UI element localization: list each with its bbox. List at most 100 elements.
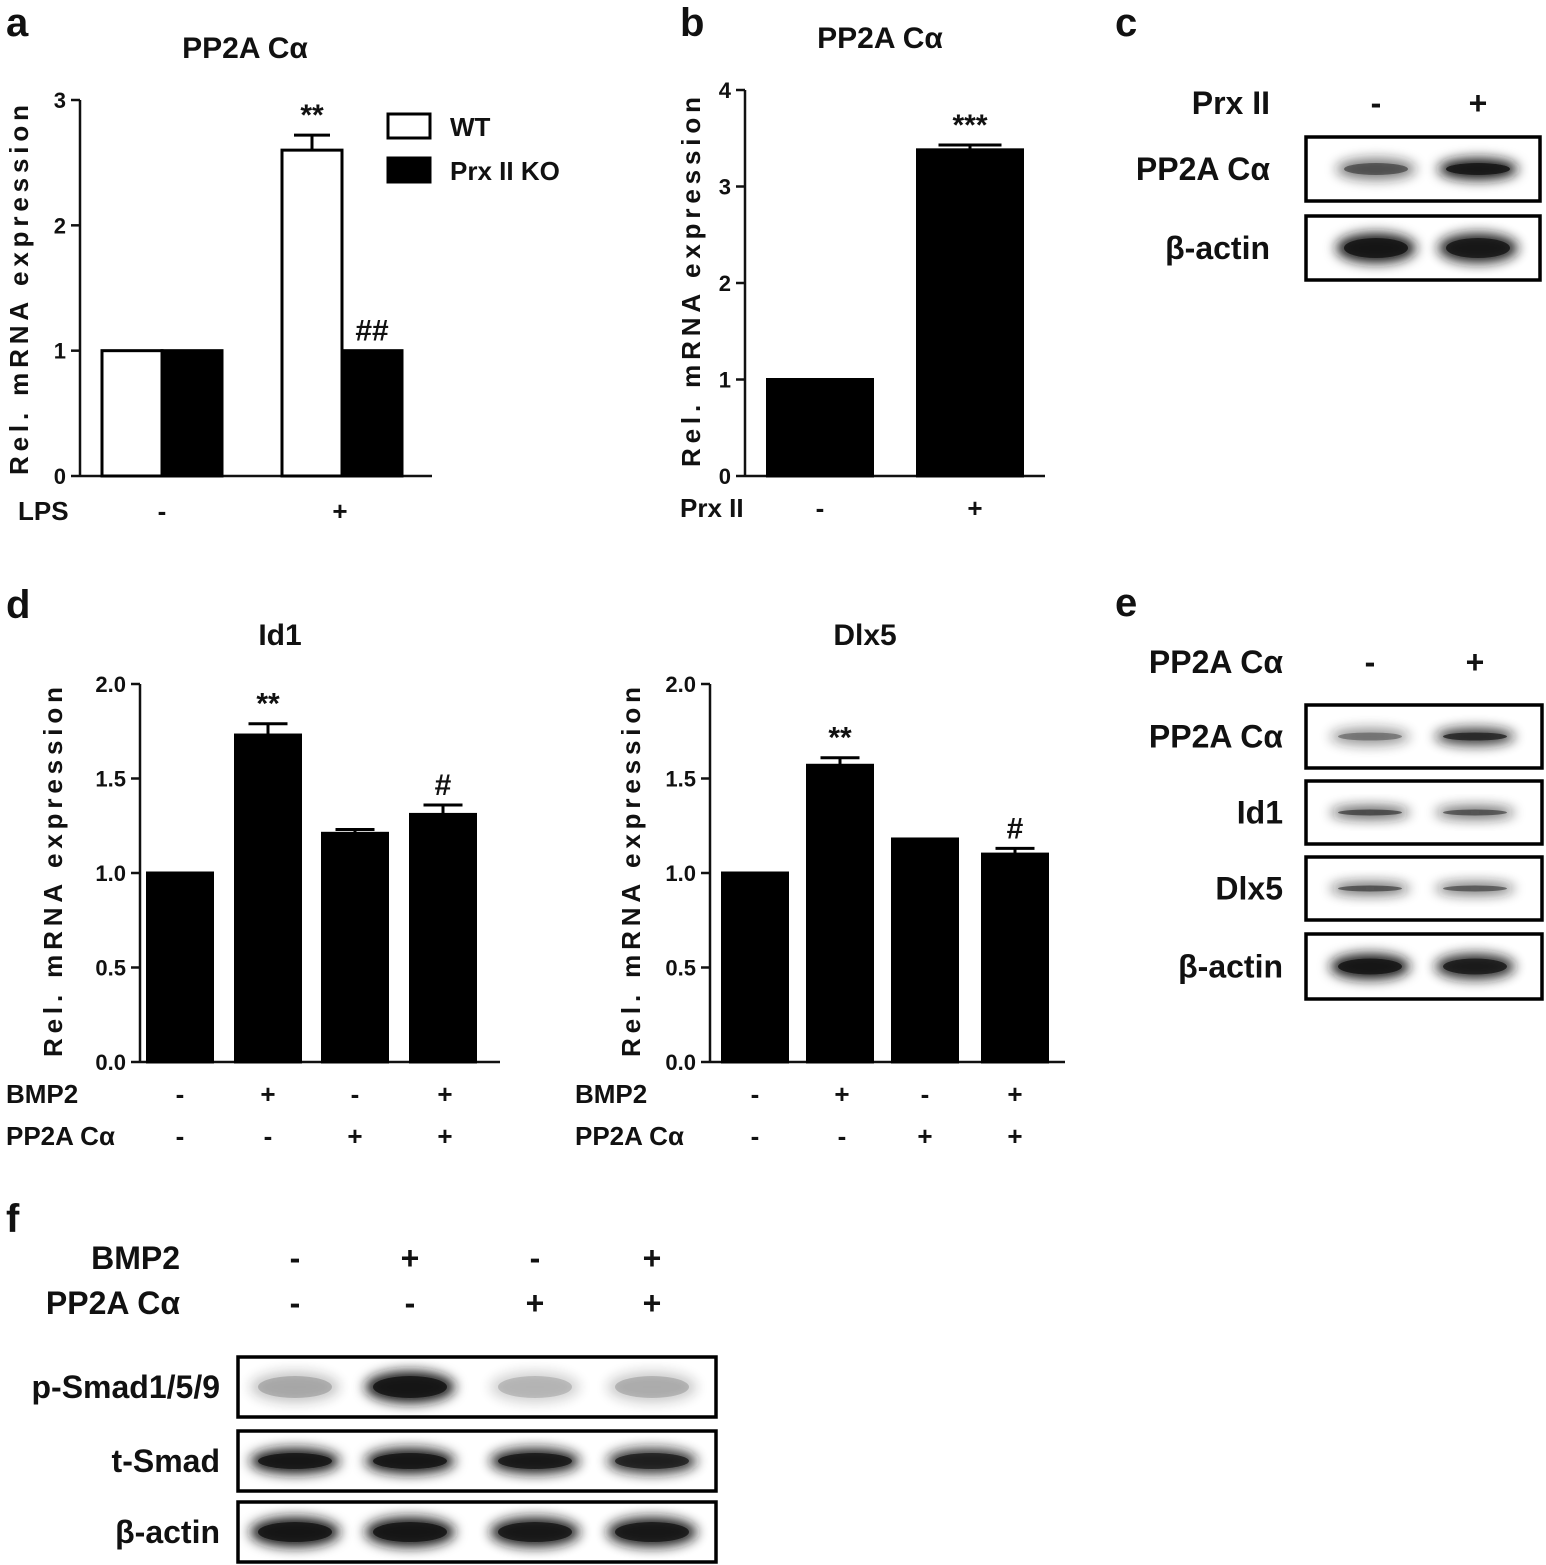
blot-condition-sign: +	[401, 1240, 420, 1276]
condition-sign: +	[332, 496, 347, 526]
condition-sign: -	[158, 496, 167, 526]
significance-label: ##	[355, 315, 389, 348]
blot-condition-sign: +	[526, 1285, 545, 1321]
condition-sign: -	[921, 1079, 930, 1109]
blot-band-core	[1446, 238, 1510, 258]
bar	[766, 378, 874, 478]
panel-letter-e: e	[1115, 581, 1137, 625]
blot-band-core	[373, 1522, 447, 1542]
blot-row-label: Id1	[1237, 795, 1283, 831]
y-tick-label: 4	[719, 78, 732, 103]
bar	[721, 871, 789, 1064]
bar	[916, 148, 1024, 478]
blot-panel-e: e PP2A Cα - + PP2A Cα Id1 Dlx5 β-actin	[1115, 581, 1544, 1001]
blot-condition-label: PP2A Cα	[46, 1285, 180, 1321]
blot-band-core	[1338, 809, 1402, 816]
condition-sign: +	[437, 1121, 452, 1151]
blot-band-core	[1443, 885, 1507, 892]
blot-row-label: β-actin	[115, 1514, 220, 1550]
chart-b-1: b PP2A Cα Rel. mRNA expression 0 1 2 3 4 *** Prx …	[676, 1, 1045, 523]
y-tick-label: 1.0	[665, 861, 696, 886]
y-tick-label: 1.5	[665, 767, 696, 792]
blot-band-core	[1338, 885, 1402, 892]
blot-condition-sign: -	[530, 1240, 541, 1276]
blot-band-core	[373, 1453, 447, 1469]
y-tick-label: 0.0	[95, 1050, 126, 1075]
chart-title: PP2A Cα	[817, 22, 943, 55]
blot-row-label: PP2A Cα	[1136, 151, 1270, 187]
blot-band-core	[1443, 809, 1507, 816]
y-tick-label: 2.0	[95, 672, 126, 697]
blot-row-label: t-Smad	[112, 1443, 220, 1479]
condition-label: Prx II	[680, 493, 744, 523]
blot-band	[1330, 727, 1410, 746]
blot-band-core	[1338, 958, 1402, 975]
significance-label: **	[256, 688, 280, 721]
blot-band-core	[373, 1376, 447, 1398]
blot-band	[607, 1371, 697, 1403]
blot-band-core	[615, 1453, 689, 1469]
blot-condition-sign: +	[643, 1285, 662, 1321]
condition-sign: +	[437, 1079, 452, 1109]
y-tick-label: 0	[719, 464, 731, 489]
blot-row-label: β-actin	[1165, 230, 1270, 266]
y-axis-label: Rel. mRNA expression	[4, 105, 34, 475]
blot-condition-sign: +	[1466, 644, 1485, 680]
y-axis-label: Rel. mRNA expression	[616, 687, 646, 1057]
y-tick-label: 2.0	[665, 672, 696, 697]
condition-sign: -	[176, 1121, 185, 1151]
y-tick-label: 0.5	[665, 956, 696, 981]
bar	[321, 831, 389, 1064]
blot-band-core	[498, 1522, 572, 1542]
condition-sign: -	[176, 1079, 185, 1109]
y-tick-label: 1.0	[95, 861, 126, 886]
chart-title: PP2A Cα	[182, 32, 308, 65]
bar	[806, 763, 874, 1064]
condition-sign: +	[917, 1121, 932, 1151]
chart-d-3: Dlx5 Rel. mRNA expression 0.0 0.5 1.0 1.5 2.0 *…	[575, 619, 1065, 1151]
bar-prx-ii-ko	[160, 349, 224, 478]
chart-a-0: a PP2A Cα Rel. mRNA expression 0 1 2 3 ** ## WT Pr…	[4, 1, 560, 526]
significance-label: **	[828, 722, 852, 755]
y-tick-label: 0	[54, 464, 66, 489]
bar-wt	[280, 148, 344, 478]
bar-prx-ii-ko	[340, 349, 404, 478]
condition-sign: -	[838, 1121, 847, 1151]
blots-layer: c Prx II - + PP2A Cα β-actin e PP2A Cα - + PP2A Cα…	[6, 1, 1544, 1564]
blot-panel-c: c Prx II - + PP2A Cα β-actin	[1115, 1, 1542, 282]
blot-condition-sign: -	[290, 1240, 301, 1276]
bar	[981, 852, 1049, 1064]
y-tick-label: 3	[54, 88, 66, 113]
blot-band-core	[258, 1376, 332, 1398]
condition-sign: -	[751, 1121, 760, 1151]
blot-band-core	[1446, 163, 1510, 175]
y-axis-label: Rel. mRNA expression	[676, 97, 706, 467]
panel-letter-c: c	[1115, 1, 1137, 45]
blot-condition-label: BMP2	[91, 1240, 180, 1276]
blot-row-label: Dlx5	[1215, 871, 1283, 907]
chart-title: Id1	[258, 619, 301, 652]
legend-swatch	[386, 156, 432, 184]
condition-sign: +	[260, 1079, 275, 1109]
condition-label: PP2A Cα	[575, 1121, 684, 1151]
y-tick-label: 0.5	[95, 956, 126, 981]
blot-band	[1336, 158, 1416, 180]
blot-condition-sign: -	[290, 1285, 301, 1321]
y-tick-label: 2	[54, 213, 66, 238]
panel-letter-d: d	[6, 583, 30, 627]
blot-row-label: PP2A Cα	[1149, 719, 1283, 755]
blot-row-label: β-actin	[1178, 949, 1283, 985]
condition-sign: +	[967, 493, 982, 523]
y-tick-label: 3	[719, 175, 731, 200]
chart-title: Dlx5	[833, 619, 896, 652]
blot-condition-sign: +	[643, 1240, 662, 1276]
panel-letter-a: a	[6, 1, 29, 45]
y-tick-label: 0.0	[665, 1050, 696, 1075]
blot-band-core	[498, 1453, 572, 1469]
bar	[234, 733, 302, 1064]
condition-sign: -	[264, 1121, 273, 1151]
condition-label: BMP2	[6, 1079, 78, 1109]
condition-label: PP2A Cα	[6, 1121, 115, 1151]
y-tick-label: 1.5	[95, 767, 126, 792]
